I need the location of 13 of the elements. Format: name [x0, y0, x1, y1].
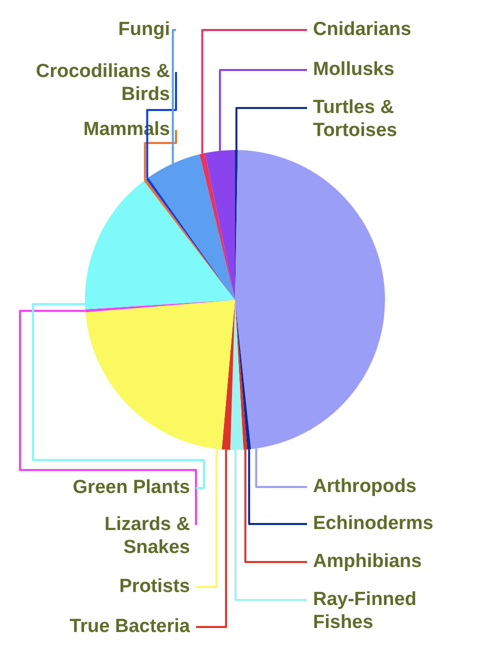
slice-label: Turtles & Tortoises [313, 97, 398, 142]
slice-label: Green Plants [72, 477, 190, 498]
slice-label: Mollusks [313, 59, 394, 80]
slice-label: Cnidarians [313, 19, 412, 40]
slice-label: Crocodilians & Birds [36, 61, 170, 106]
slice-label: Lizards & Snakes [104, 514, 190, 558]
slice-label: Amphibians [313, 551, 422, 572]
slice-label: Fungi [118, 19, 170, 40]
slice-label: Arthropods [313, 476, 416, 498]
slice-label: Echinoderms [313, 513, 434, 534]
slice-label: True Bacteria [70, 616, 190, 638]
slice-label: Ray-Finned Fishes [313, 589, 416, 634]
slice-label: Protists [119, 576, 190, 598]
